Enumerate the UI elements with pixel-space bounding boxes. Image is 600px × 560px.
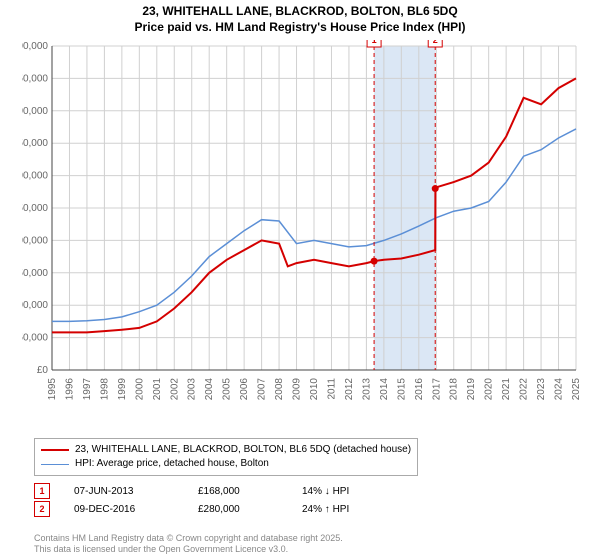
svg-text:1998: 1998 bbox=[99, 378, 110, 401]
transaction-price: £280,000 bbox=[198, 504, 278, 515]
legend-swatch bbox=[41, 464, 69, 465]
svg-text:£450,000: £450,000 bbox=[22, 73, 48, 84]
svg-text:2020: 2020 bbox=[484, 378, 495, 401]
svg-text:2005: 2005 bbox=[222, 378, 233, 401]
chart-container: 23, WHITEHALL LANE, BLACKROD, BOLTON, BL… bbox=[0, 0, 600, 560]
svg-text:2007: 2007 bbox=[257, 378, 268, 401]
svg-text:£400,000: £400,000 bbox=[22, 106, 48, 117]
transaction-delta: 14% ↓ HPI bbox=[302, 486, 349, 497]
legend-item: HPI: Average price, detached house, Bolt… bbox=[41, 457, 411, 471]
transaction-marker: 2 bbox=[34, 501, 50, 517]
svg-text:£500,000: £500,000 bbox=[22, 41, 48, 52]
svg-text:2010: 2010 bbox=[309, 378, 320, 401]
svg-text:2023: 2023 bbox=[536, 378, 547, 401]
svg-text:1997: 1997 bbox=[82, 378, 93, 401]
svg-text:1: 1 bbox=[372, 40, 377, 45]
footer-line1: Contains HM Land Registry data © Crown c… bbox=[34, 533, 343, 545]
svg-text:2018: 2018 bbox=[449, 378, 460, 401]
svg-text:2019: 2019 bbox=[466, 378, 477, 401]
transaction-date: 09-DEC-2016 bbox=[74, 504, 174, 515]
svg-text:£350,000: £350,000 bbox=[22, 138, 48, 149]
svg-text:£250,000: £250,000 bbox=[22, 203, 48, 214]
transaction-marker: 1 bbox=[34, 483, 50, 499]
svg-text:2022: 2022 bbox=[519, 378, 530, 401]
footer-line2: This data is licensed under the Open Gov… bbox=[34, 544, 343, 556]
svg-text:1999: 1999 bbox=[117, 378, 128, 401]
svg-text:2006: 2006 bbox=[239, 378, 250, 401]
svg-text:2012: 2012 bbox=[344, 378, 355, 401]
svg-text:£0: £0 bbox=[37, 365, 49, 376]
svg-text:2021: 2021 bbox=[501, 378, 512, 401]
svg-text:2013: 2013 bbox=[361, 378, 372, 401]
svg-text:1995: 1995 bbox=[47, 378, 58, 401]
svg-text:2: 2 bbox=[433, 40, 438, 45]
transaction-date: 07-JUN-2013 bbox=[74, 486, 174, 497]
svg-text:£150,000: £150,000 bbox=[22, 268, 48, 279]
svg-text:2004: 2004 bbox=[204, 378, 215, 401]
chart-title: 23, WHITEHALL LANE, BLACKROD, BOLTON, BL… bbox=[0, 0, 600, 35]
svg-text:2017: 2017 bbox=[431, 378, 442, 401]
transactions-table: 1 07-JUN-2013 £168,000 14% ↓ HPI 2 09-DEC-201… bbox=[34, 482, 349, 518]
svg-text:2024: 2024 bbox=[554, 378, 565, 401]
svg-text:2014: 2014 bbox=[379, 378, 390, 401]
svg-text:£300,000: £300,000 bbox=[22, 171, 48, 182]
transaction-delta: 24% ↑ HPI bbox=[302, 504, 349, 515]
chart-area: £0 £50,000 £100,000 £150,000 £200,000 £250,00… bbox=[22, 40, 582, 410]
svg-text:£50,000: £50,000 bbox=[22, 333, 48, 344]
legend-label: 23, WHITEHALL LANE, BLACKROD, BOLTON, BL… bbox=[75, 443, 411, 457]
chart-svg: £0 £50,000 £100,000 £150,000 £200,000 £250,00… bbox=[22, 40, 582, 410]
legend-label: HPI: Average price, detached house, Bolt… bbox=[75, 457, 269, 471]
legend: 23, WHITEHALL LANE, BLACKROD, BOLTON, BL… bbox=[34, 438, 418, 476]
svg-text:2015: 2015 bbox=[396, 378, 407, 401]
transaction-row: 2 09-DEC-2016 £280,000 24% ↑ HPI bbox=[34, 500, 349, 518]
svg-text:2008: 2008 bbox=[274, 378, 285, 401]
title-line1: 23, WHITEHALL LANE, BLACKROD, BOLTON, BL… bbox=[0, 4, 600, 20]
svg-text:£200,000: £200,000 bbox=[22, 235, 48, 246]
svg-text:2011: 2011 bbox=[326, 378, 337, 400]
svg-text:2001: 2001 bbox=[152, 378, 163, 401]
transaction-row: 1 07-JUN-2013 £168,000 14% ↓ HPI bbox=[34, 482, 349, 500]
svg-text:£100,000: £100,000 bbox=[22, 300, 48, 311]
legend-swatch bbox=[41, 449, 69, 451]
svg-text:2009: 2009 bbox=[292, 378, 303, 401]
svg-text:2003: 2003 bbox=[187, 378, 198, 401]
svg-text:2016: 2016 bbox=[414, 378, 425, 401]
transaction-price: £168,000 bbox=[198, 486, 278, 497]
svg-text:2025: 2025 bbox=[571, 378, 582, 401]
svg-text:2000: 2000 bbox=[134, 378, 145, 401]
svg-text:1996: 1996 bbox=[64, 378, 75, 401]
svg-text:2002: 2002 bbox=[169, 378, 180, 401]
footer: Contains HM Land Registry data © Crown c… bbox=[34, 533, 343, 556]
legend-item: 23, WHITEHALL LANE, BLACKROD, BOLTON, BL… bbox=[41, 443, 411, 457]
title-line2: Price paid vs. HM Land Registry's House … bbox=[0, 20, 600, 36]
